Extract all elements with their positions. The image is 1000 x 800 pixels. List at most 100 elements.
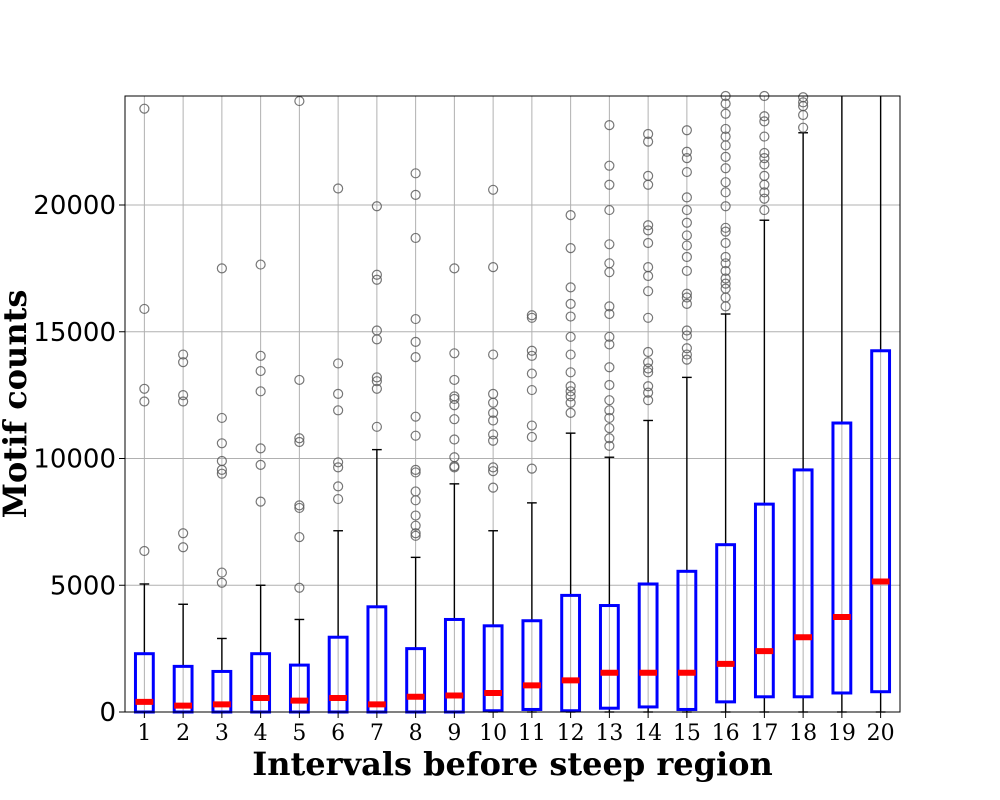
outlier-point: [333, 358, 344, 369]
outlier-point: [526, 420, 537, 431]
outlier-point: [526, 310, 537, 321]
outlier-point: [371, 372, 382, 383]
outlier-point: [488, 429, 499, 440]
outlier-point: [798, 97, 809, 108]
outlier-point: [216, 567, 227, 578]
outlier-point: [720, 123, 731, 135]
x-tick-label: 9: [447, 721, 461, 746]
outlier-point: [488, 184, 499, 195]
outlier-point: [643, 225, 654, 236]
outlier-point: [720, 278, 731, 289]
outlier-point: [139, 103, 150, 114]
outlier-point: [526, 345, 537, 356]
outlier-point: [333, 481, 344, 492]
outlier-point: [139, 545, 150, 557]
outlier-point: [294, 531, 305, 543]
outlier-point: [720, 251, 731, 263]
outlier-point: [565, 381, 576, 392]
outlier-point: [604, 433, 615, 444]
outlier-point: [565, 331, 576, 342]
outlier-point: [488, 388, 499, 399]
outlier-point: [488, 435, 499, 446]
outlier-point: [759, 193, 770, 204]
outlier-point: [720, 226, 731, 237]
outlier-point: [178, 349, 189, 360]
outlier-point: [681, 288, 692, 299]
box-group-15: [676, 125, 698, 713]
outlier-point: [681, 298, 692, 309]
outlier-point: [333, 388, 344, 399]
outlier-point: [759, 204, 770, 216]
outlier-point: [565, 397, 576, 408]
outlier-point: [216, 468, 227, 479]
outlier-point: [643, 170, 654, 181]
y-axis-ticks: 0 5000 10000 15000 20000: [33, 191, 125, 728]
outlier-point: [759, 111, 770, 122]
outlier-point: [604, 179, 615, 190]
outlier-point: [759, 187, 770, 198]
box-iqr: [715, 543, 737, 704]
outlier-point: [449, 393, 460, 405]
x-tick-label: 16: [712, 721, 740, 746]
outlier-point: [333, 457, 344, 468]
box-iqr: [521, 619, 543, 711]
outlier-point: [643, 136, 654, 147]
y-tick-label: 20000: [33, 191, 116, 221]
y-tick-label: 0: [99, 698, 116, 728]
outlier-point: [371, 376, 382, 387]
outlier-point: [410, 530, 421, 541]
outlier-point: [178, 542, 189, 553]
outlier-point: [604, 405, 615, 416]
outlier-point: [255, 350, 266, 361]
outlier-point: [643, 237, 654, 249]
outlier-point: [681, 292, 692, 303]
outlier-point: [410, 168, 421, 179]
box-group-9: [443, 263, 465, 714]
outlier-point: [216, 577, 227, 588]
outlier-point: [565, 298, 576, 309]
outlier-point: [488, 462, 499, 473]
box-group-4: [250, 259, 272, 714]
outlier-point: [681, 204, 692, 216]
outlier-point: [216, 412, 227, 424]
outlier-point: [759, 153, 770, 164]
outlier-point: [294, 433, 305, 444]
outlier-point: [643, 220, 654, 231]
outlier-point: [643, 395, 654, 406]
outlier-point: [759, 116, 770, 127]
x-tick-label: 4: [254, 721, 268, 746]
outlier-point: [643, 286, 654, 297]
outlier-point: [643, 381, 654, 392]
outlier-point: [216, 263, 227, 274]
outlier-point: [604, 258, 615, 269]
outlier-point: [410, 430, 421, 441]
outlier-point: [720, 237, 731, 249]
outlier-point: [565, 407, 576, 418]
outlier-point: [410, 528, 421, 539]
outlier-point: [720, 258, 731, 269]
outlier-point: [643, 367, 654, 378]
outlier-point: [565, 367, 576, 378]
x-tick-label: 19: [828, 721, 856, 746]
outlier-point: [410, 313, 421, 325]
outlier-point: [294, 95, 305, 107]
outlier-point: [759, 131, 770, 142]
outlier-point: [371, 269, 382, 280]
outlier-point: [681, 125, 692, 136]
outlier-point: [333, 462, 344, 473]
outlier-point: [294, 582, 305, 593]
outlier-point: [643, 357, 654, 368]
box-iqr: [753, 502, 775, 699]
box-iqr: [482, 624, 504, 713]
outlier-point: [604, 239, 615, 250]
outlier-point: [798, 122, 809, 133]
outlier-point: [604, 308, 615, 320]
box-iqr: [560, 593, 582, 713]
x-tick-label: 13: [595, 721, 623, 746]
x-tick-label: 10: [479, 721, 507, 746]
box-iqr: [676, 569, 698, 711]
outlier-point: [681, 192, 692, 203]
outlier-point: [371, 325, 382, 336]
outlier-point: [449, 263, 460, 274]
outlier-point: [604, 160, 615, 171]
